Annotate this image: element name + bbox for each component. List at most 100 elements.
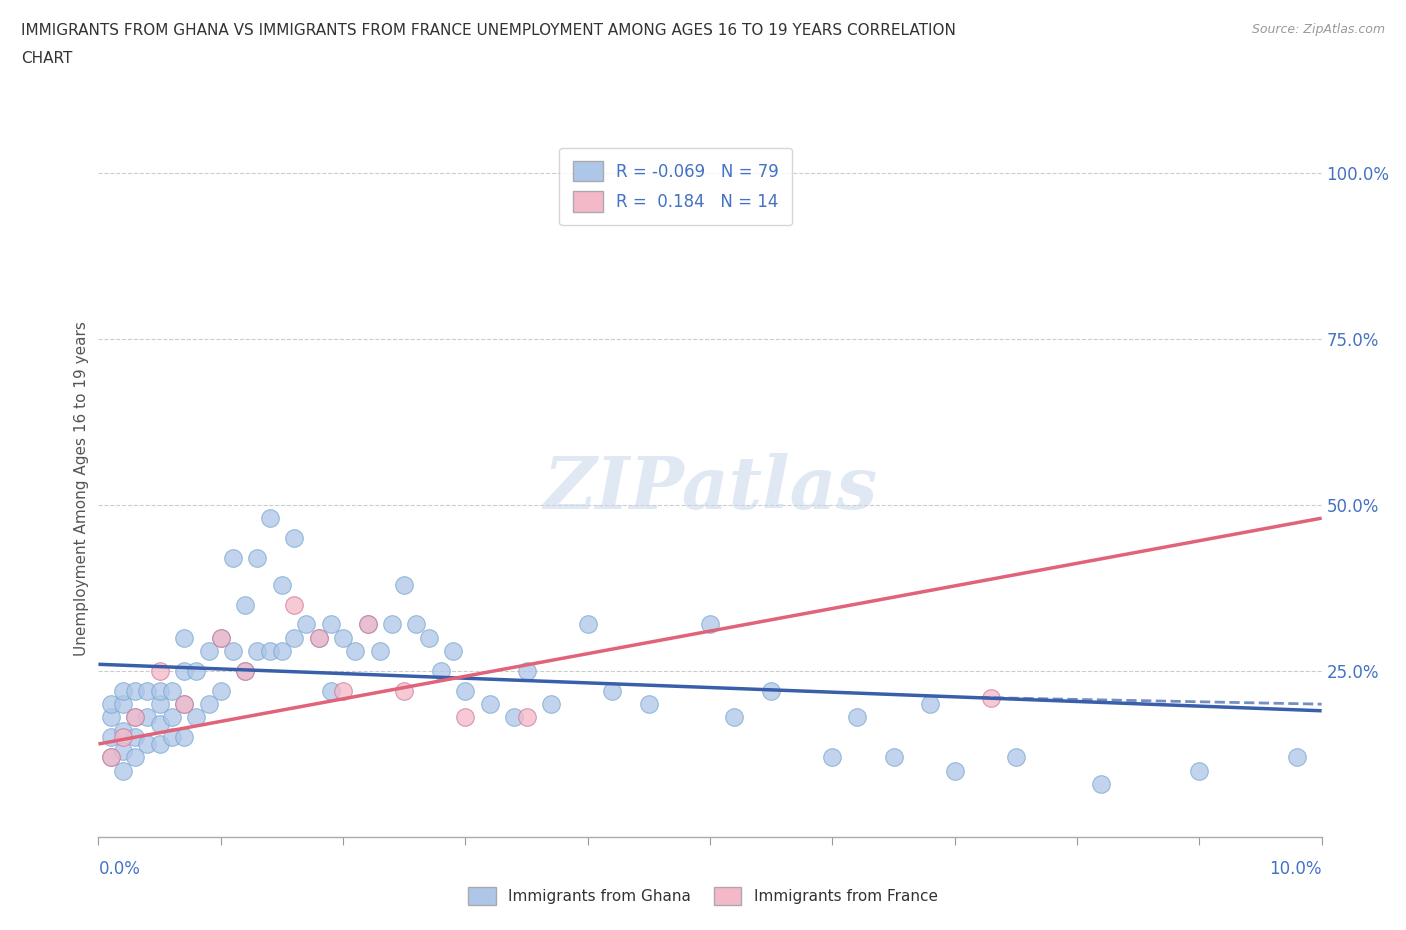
- Point: [233, 663, 256, 678]
- Point: [222, 644, 245, 658]
- Point: [503, 710, 526, 724]
- Point: [454, 684, 477, 698]
- Point: [418, 631, 440, 645]
- Point: [821, 750, 844, 764]
- Point: [100, 710, 122, 724]
- Point: [344, 644, 367, 658]
- Point: [173, 631, 195, 645]
- Point: [332, 631, 354, 645]
- Point: [454, 710, 477, 724]
- Point: [540, 697, 562, 711]
- Point: [637, 697, 661, 711]
- Point: [356, 617, 378, 631]
- Point: [883, 750, 905, 764]
- Point: [124, 684, 146, 698]
- Point: [160, 730, 183, 745]
- Point: [845, 710, 868, 724]
- Point: [283, 597, 305, 612]
- Point: [111, 764, 134, 778]
- Point: [149, 684, 172, 698]
- Point: [124, 710, 146, 724]
- Point: [197, 697, 219, 711]
- Point: [405, 617, 427, 631]
- Point: [136, 684, 159, 698]
- Point: [222, 551, 245, 565]
- Point: [233, 663, 256, 678]
- Point: [295, 617, 318, 631]
- Point: [111, 743, 134, 758]
- Point: [111, 684, 134, 698]
- Point: [980, 690, 1002, 705]
- Point: [209, 631, 232, 645]
- Point: [308, 631, 330, 645]
- Point: [160, 710, 183, 724]
- Point: [259, 511, 281, 525]
- Point: [100, 750, 122, 764]
- Point: [100, 697, 122, 711]
- Point: [368, 644, 391, 658]
- Point: [173, 730, 195, 745]
- Point: [283, 531, 305, 546]
- Point: [441, 644, 464, 658]
- Point: [699, 617, 721, 631]
- Point: [283, 631, 305, 645]
- Point: [124, 710, 146, 724]
- Point: [173, 697, 195, 711]
- Text: Source: ZipAtlas.com: Source: ZipAtlas.com: [1251, 23, 1385, 36]
- Point: [392, 578, 416, 592]
- Point: [246, 644, 269, 658]
- Point: [233, 597, 256, 612]
- Point: [111, 730, 134, 745]
- Point: [1188, 764, 1211, 778]
- Point: [1004, 750, 1026, 764]
- Point: [478, 697, 501, 711]
- Point: [209, 684, 232, 698]
- Y-axis label: Unemployment Among Ages 16 to 19 years: Unemployment Among Ages 16 to 19 years: [75, 321, 89, 656]
- Point: [149, 737, 172, 751]
- Point: [149, 697, 172, 711]
- Point: [246, 551, 269, 565]
- Point: [943, 764, 966, 778]
- Point: [186, 710, 208, 724]
- Point: [356, 617, 378, 631]
- Point: [111, 724, 134, 738]
- Point: [319, 684, 342, 698]
- Point: [516, 710, 538, 724]
- Point: [100, 730, 122, 745]
- Text: 10.0%: 10.0%: [1270, 860, 1322, 878]
- Point: [319, 617, 342, 631]
- Point: [920, 697, 942, 711]
- Point: [173, 663, 195, 678]
- Point: [209, 631, 232, 645]
- Point: [516, 663, 538, 678]
- Point: [197, 644, 219, 658]
- Legend: Immigrants from Ghana, Immigrants from France: Immigrants from Ghana, Immigrants from F…: [461, 879, 945, 913]
- Point: [149, 717, 172, 732]
- Point: [723, 710, 745, 724]
- Point: [1090, 777, 1112, 791]
- Text: CHART: CHART: [21, 51, 73, 66]
- Point: [392, 684, 416, 698]
- Point: [270, 644, 292, 658]
- Point: [100, 750, 122, 764]
- Point: [600, 684, 623, 698]
- Point: [186, 663, 208, 678]
- Legend: R = -0.069   N = 79, R =  0.184   N = 14: R = -0.069 N = 79, R = 0.184 N = 14: [560, 148, 792, 225]
- Point: [430, 663, 453, 678]
- Point: [381, 617, 404, 631]
- Point: [270, 578, 292, 592]
- Point: [149, 663, 172, 678]
- Text: ZIPatlas: ZIPatlas: [543, 453, 877, 524]
- Point: [111, 697, 134, 711]
- Text: 0.0%: 0.0%: [98, 860, 141, 878]
- Point: [136, 710, 159, 724]
- Point: [124, 750, 146, 764]
- Point: [308, 631, 330, 645]
- Point: [576, 617, 599, 631]
- Text: IMMIGRANTS FROM GHANA VS IMMIGRANTS FROM FRANCE UNEMPLOYMENT AMONG AGES 16 TO 19: IMMIGRANTS FROM GHANA VS IMMIGRANTS FROM…: [21, 23, 956, 38]
- Point: [259, 644, 281, 658]
- Point: [1286, 750, 1309, 764]
- Point: [332, 684, 354, 698]
- Point: [124, 730, 146, 745]
- Point: [759, 684, 782, 698]
